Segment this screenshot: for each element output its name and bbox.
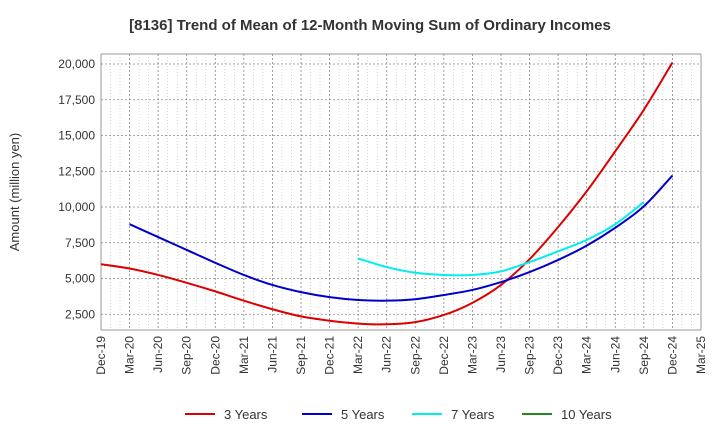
x-tick-label: Dec-23 [551, 336, 565, 375]
y-tick-label: 15,000 [58, 129, 95, 143]
x-tick-label: Sep-21 [294, 336, 308, 375]
legend-label: 3 Years [224, 407, 268, 422]
series-line-5-years [129, 174, 674, 302]
series-line-3-years [100, 62, 674, 326]
y-tick-label: 10,000 [58, 200, 95, 214]
legend: 3 Years 5 Years 7 Years 10 Years [185, 407, 612, 422]
x-tick-label: Dec-24 [665, 336, 679, 375]
legend-label: 5 Years [341, 407, 385, 422]
x-tick-label: Jun-20 [151, 336, 165, 373]
x-tick-label: Jun-23 [494, 336, 508, 373]
x-tick-label: Dec-22 [437, 336, 451, 375]
legend-label: 7 Years [451, 407, 495, 422]
series-lines [100, 62, 674, 326]
chart-title: [8136] Trend of Mean of 12-Month Moving … [129, 17, 611, 34]
x-tick-label: Mar-22 [351, 336, 365, 374]
y-axis-ticks: 2,500 5,000 7,500 10,000 12,500 15,000 17,500 2… [58, 57, 95, 321]
y-tick-label: 12,500 [58, 164, 95, 178]
y-tick-label: 5,000 [65, 272, 95, 286]
x-tick-label: Dec-21 [323, 336, 337, 375]
x-tick-label: Jun-24 [608, 336, 622, 373]
x-tick-label: Dec-20 [208, 336, 222, 375]
x-tick-label: Mar-21 [237, 336, 251, 374]
x-tick-label: Mar-24 [580, 336, 594, 374]
x-tick-label: Sep-20 [180, 336, 194, 375]
x-tick-label: Sep-23 [523, 336, 537, 375]
x-tick-label: Mar-20 [123, 336, 137, 374]
x-tick-label: Sep-22 [408, 336, 422, 375]
x-tick-label: Mar-23 [465, 336, 479, 374]
y-axis-label: Amount (million yen) [7, 133, 22, 252]
x-tick-label: Jun-22 [380, 336, 394, 373]
y-tick-label: 2,500 [65, 307, 95, 321]
x-tick-label: Dec-19 [94, 336, 108, 375]
y-tick-label: 7,500 [65, 236, 95, 250]
x-tick-label: Sep-24 [637, 336, 651, 375]
y-tick-label: 20,000 [58, 57, 95, 71]
x-tick-label: Jun-21 [265, 336, 279, 373]
plot-area [100, 53, 702, 331]
x-tick-label: Mar-25 [694, 336, 708, 374]
x-axis-ticks: Dec-19 Mar-20 Jun-20 Sep-20 Dec-20 Mar-21 Jun-… [94, 336, 708, 375]
legend-label: 10 Years [561, 407, 612, 422]
y-tick-label: 17,500 [58, 93, 95, 107]
series-line-7-years [357, 201, 645, 277]
